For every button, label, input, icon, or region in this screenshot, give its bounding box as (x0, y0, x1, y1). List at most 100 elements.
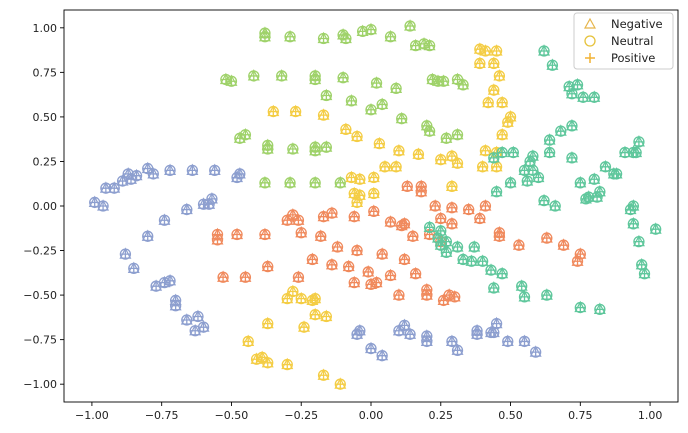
data-point-green (337, 70, 350, 84)
data-point-yellow (493, 69, 506, 82)
data-point-green (320, 140, 333, 153)
data-point-teal (496, 266, 509, 280)
x-tick-label: 0.75 (568, 409, 593, 422)
data-point-orange (409, 266, 422, 280)
x-tick-label: 0.00 (359, 409, 384, 422)
data-point-orange (351, 243, 364, 257)
data-point-orange (292, 270, 305, 283)
data-point-yellow (320, 309, 333, 323)
data-point-teal (468, 240, 481, 253)
data-point-green (423, 124, 436, 137)
data-point-orange (445, 217, 458, 230)
data-point-green (309, 176, 322, 189)
legend: Negative Neutral Positive (573, 12, 674, 70)
data-point-green (320, 88, 333, 102)
data-point-teal (538, 193, 551, 207)
legend-label-neutral: Neutral (611, 34, 653, 48)
data-point-orange (348, 275, 361, 289)
data-point-green (365, 22, 377, 36)
data-point-yellow (367, 170, 380, 184)
data-point-yellow (289, 104, 302, 118)
data-point-yellow (345, 170, 358, 184)
data-point-green (345, 94, 358, 107)
data-point-blue (164, 274, 177, 287)
data-point-orange (325, 206, 338, 219)
data-point-orange (370, 275, 383, 289)
data-point-orange (217, 270, 230, 283)
data-point-green (451, 127, 464, 141)
data-point-blue (186, 163, 199, 177)
data-point-orange (314, 229, 327, 242)
data-point-orange (473, 211, 486, 225)
data-point-yellow (353, 172, 366, 185)
data-point-blue (164, 163, 177, 177)
data-point-teal (465, 254, 478, 267)
data-point-teal (487, 151, 500, 164)
data-point-teal (434, 238, 447, 251)
data-point-blue (518, 334, 531, 348)
data-point-teal (599, 160, 612, 173)
data-point-blue (169, 298, 182, 312)
data-point-yellow (286, 284, 299, 298)
data-point-orange (239, 270, 252, 283)
x-tick-label: −0.75 (145, 409, 179, 422)
data-point-orange (261, 259, 274, 273)
data-point-green (309, 72, 322, 86)
y-tick-label: 0.50 (33, 111, 58, 124)
data-point-yellow (353, 188, 366, 201)
data-point-teal (554, 124, 567, 137)
data-point-teal (588, 172, 601, 185)
data-point-green (440, 131, 453, 144)
data-point-yellow (261, 316, 274, 330)
data-point-blue (501, 334, 514, 348)
data-point-teal (521, 174, 534, 187)
data-point-orange (540, 231, 553, 244)
data-points (88, 19, 662, 390)
data-point-teal (423, 220, 436, 234)
data-point-blue (191, 309, 204, 323)
data-point-green (390, 81, 403, 95)
data-point-orange (231, 227, 244, 241)
data-point-orange (384, 215, 397, 228)
data-point-teal (526, 163, 539, 177)
x-tick-label: −0.25 (284, 409, 318, 422)
data-point-blue (108, 181, 121, 194)
data-point-orange (406, 229, 419, 242)
data-point-teal (638, 266, 651, 280)
data-point-green (225, 74, 238, 87)
data-point-teal (632, 234, 645, 248)
data-point-yellow (298, 320, 311, 333)
y-tick-label: −0.50 (23, 289, 57, 302)
plot-background (64, 10, 678, 402)
data-point-green (437, 74, 450, 87)
data-point-teal (518, 290, 531, 303)
data-point-teal (588, 90, 601, 103)
data-point-orange (462, 202, 475, 216)
data-point-green (334, 176, 347, 189)
data-point-yellow (482, 95, 495, 109)
data-point-yellow (490, 44, 503, 57)
data-point-green (233, 131, 246, 144)
y-tick-label: 0.75 (33, 66, 58, 79)
data-point-blue (147, 167, 160, 180)
data-point-green (384, 29, 397, 43)
data-point-yellow (390, 160, 403, 173)
y-tick-label: −0.25 (23, 245, 57, 258)
data-point-teal (543, 133, 556, 146)
data-point-teal (632, 135, 645, 148)
legend-marker-negative-icon (583, 17, 597, 29)
data-point-green (309, 140, 322, 153)
data-point-orange (367, 204, 380, 217)
data-point-yellow (451, 156, 464, 169)
data-point-blue (180, 202, 193, 216)
x-axis: −1.00 −0.75 −0.50 −0.25 0.00 0.25 0.50 0.75 1.00 (75, 402, 662, 422)
data-point-green (275, 69, 288, 82)
data-point-yellow (487, 56, 500, 70)
data-point-teal (476, 254, 489, 267)
data-point-green (370, 76, 383, 89)
data-point-orange (479, 199, 492, 212)
data-point-teal (574, 176, 587, 189)
data-point-green (365, 102, 377, 116)
data-point-yellow (501, 115, 514, 128)
